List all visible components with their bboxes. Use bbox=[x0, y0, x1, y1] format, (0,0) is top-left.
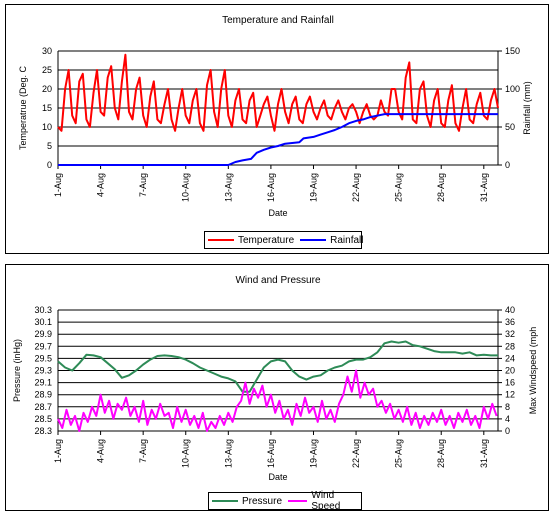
legend-swatch-temperature bbox=[208, 239, 234, 241]
x-tick-label: 10-Aug bbox=[181, 173, 191, 202]
x-tick-label: 25-Aug bbox=[394, 439, 404, 468]
y2-tick-label: 28 bbox=[505, 341, 515, 351]
x-axis-title: Date bbox=[268, 472, 287, 482]
series-line-rainfall bbox=[58, 113, 498, 166]
chart-title: Wind and Pressure bbox=[235, 275, 320, 286]
legend-swatch-wind-speed bbox=[288, 500, 308, 502]
y2-tick-label: 32 bbox=[505, 329, 515, 339]
legend-item-rainfall: Rainfall bbox=[300, 234, 364, 246]
x-tick-label: 19-Aug bbox=[308, 173, 318, 202]
x-tick-label: 1-Aug bbox=[53, 439, 63, 463]
y2-tick-label: 50 bbox=[505, 122, 515, 132]
legend-item-wind-speed: Wind Speed bbox=[288, 490, 352, 512]
x-tick-label: 31-Aug bbox=[479, 173, 489, 202]
x-tick-label: 25-Aug bbox=[394, 173, 404, 202]
y-tick-label: 15 bbox=[42, 103, 52, 113]
y-tick-label: 29.1 bbox=[34, 378, 52, 388]
temperature-rainfall-chart-panel: Temperature and Rainfall 0 5 10 15 20 25 30 0 50 1… bbox=[5, 4, 549, 254]
y-tick-label: 0 bbox=[47, 160, 52, 170]
y-tick-label: 5 bbox=[47, 141, 52, 151]
x-tick-label: 16-Aug bbox=[266, 173, 276, 202]
y-tick-label: 28.9 bbox=[34, 390, 52, 400]
x-tick-label: 22-Aug bbox=[351, 439, 361, 468]
x-tick-label: 13-Aug bbox=[223, 173, 233, 202]
y-tick-label: 28.7 bbox=[34, 402, 52, 412]
legend-label-pressure: Pressure bbox=[242, 495, 283, 507]
y2-tick-label: 100 bbox=[505, 84, 520, 94]
x-tick-label: 7-Aug bbox=[138, 439, 148, 463]
series-line-wind-speed bbox=[57, 369, 498, 432]
legend-label-wind-speed: Wind Speed bbox=[311, 490, 341, 512]
y-tick-label: 29.7 bbox=[34, 341, 52, 351]
series-line-pressure bbox=[57, 340, 498, 393]
x-tick-label: 10-Aug bbox=[181, 439, 191, 468]
y-tick-label: 29.5 bbox=[34, 353, 52, 363]
x-tick-label: 28-Aug bbox=[436, 439, 446, 468]
y2-tick-label: 24 bbox=[505, 353, 515, 363]
y-tick-label: 25 bbox=[42, 65, 52, 75]
x-tick-label: 4-Aug bbox=[96, 439, 106, 463]
x-tick-label: 31-Aug bbox=[479, 439, 489, 468]
y2-tick-label: 0 bbox=[505, 426, 510, 436]
wind-pressure-chart-panel: Wind and Pressure 28.3 28.5 28.7 28.9 29.1 29.… bbox=[5, 264, 549, 512]
legend-label-rainfall: Rainfall bbox=[330, 234, 364, 246]
y-tick-label: 29.3 bbox=[34, 366, 52, 376]
y-tick-label: 20 bbox=[42, 84, 52, 94]
y2-tick-label: 0 bbox=[505, 160, 510, 170]
y-tick-label: 28.3 bbox=[34, 426, 52, 436]
x-tick-label: 7-Aug bbox=[138, 173, 148, 197]
y-axis-title: Temperatrue (Deg. C bbox=[18, 65, 28, 150]
y2-tick-label: 4 bbox=[505, 414, 510, 424]
temperature-rainfall-legend: Temperature Rainfall bbox=[204, 231, 364, 249]
x-tick-label: 19-Aug bbox=[308, 439, 318, 468]
y2-tick-label: 20 bbox=[505, 366, 515, 376]
y-tick-label: 30.1 bbox=[34, 317, 52, 327]
y2-axis-title: Max Windspeed (mph bbox=[528, 327, 538, 415]
y2-tick-label: 36 bbox=[505, 317, 515, 327]
x-tick-label: 1-Aug bbox=[53, 173, 63, 197]
y-tick-label: 29.9 bbox=[34, 329, 52, 339]
y2-tick-label: 150 bbox=[505, 46, 520, 56]
series-line-temperature bbox=[57, 53, 499, 132]
y2-axis-title: Rainfall (mm) bbox=[522, 81, 532, 135]
legend-swatch-rainfall bbox=[300, 239, 327, 241]
legend-label-temperature: Temperature bbox=[238, 234, 295, 246]
chart-title: Temperature and Rainfall bbox=[222, 15, 334, 26]
x-tick-label: 16-Aug bbox=[266, 439, 276, 468]
y2-tick-label: 8 bbox=[505, 402, 510, 412]
y-tick-label: 28.5 bbox=[34, 414, 52, 424]
x-tick-label: 13-Aug bbox=[223, 439, 233, 468]
y-tick-label: 30 bbox=[42, 46, 52, 56]
x-tick-label: 28-Aug bbox=[436, 173, 446, 202]
y-tick-label: 30.3 bbox=[34, 305, 52, 315]
y2-tick-label: 16 bbox=[505, 378, 515, 388]
y2-tick-label: 40 bbox=[505, 305, 515, 315]
wind-pressure-legend: Pressure Wind Speed bbox=[208, 490, 362, 512]
y-tick-label: 10 bbox=[42, 122, 52, 132]
wind-pressure-chart: Wind and Pressure 28.3 28.5 28.7 28.9 29.1 29.… bbox=[12, 275, 538, 482]
x-tick-label: 22-Aug bbox=[351, 173, 361, 202]
legend-swatch-pressure bbox=[212, 500, 238, 502]
x-axis-title: Date bbox=[268, 208, 287, 218]
y-axis-title: Pressure (inHg) bbox=[12, 339, 22, 402]
legend-item-temperature: Temperature bbox=[208, 235, 294, 246]
x-tick-label: 4-Aug bbox=[96, 173, 106, 197]
y2-tick-label: 12 bbox=[505, 390, 515, 400]
legend-item-pressure: Pressure bbox=[212, 496, 282, 507]
temperature-rainfall-chart: Temperature and Rainfall 0 5 10 15 20 25 30 0 50 1… bbox=[18, 15, 532, 218]
